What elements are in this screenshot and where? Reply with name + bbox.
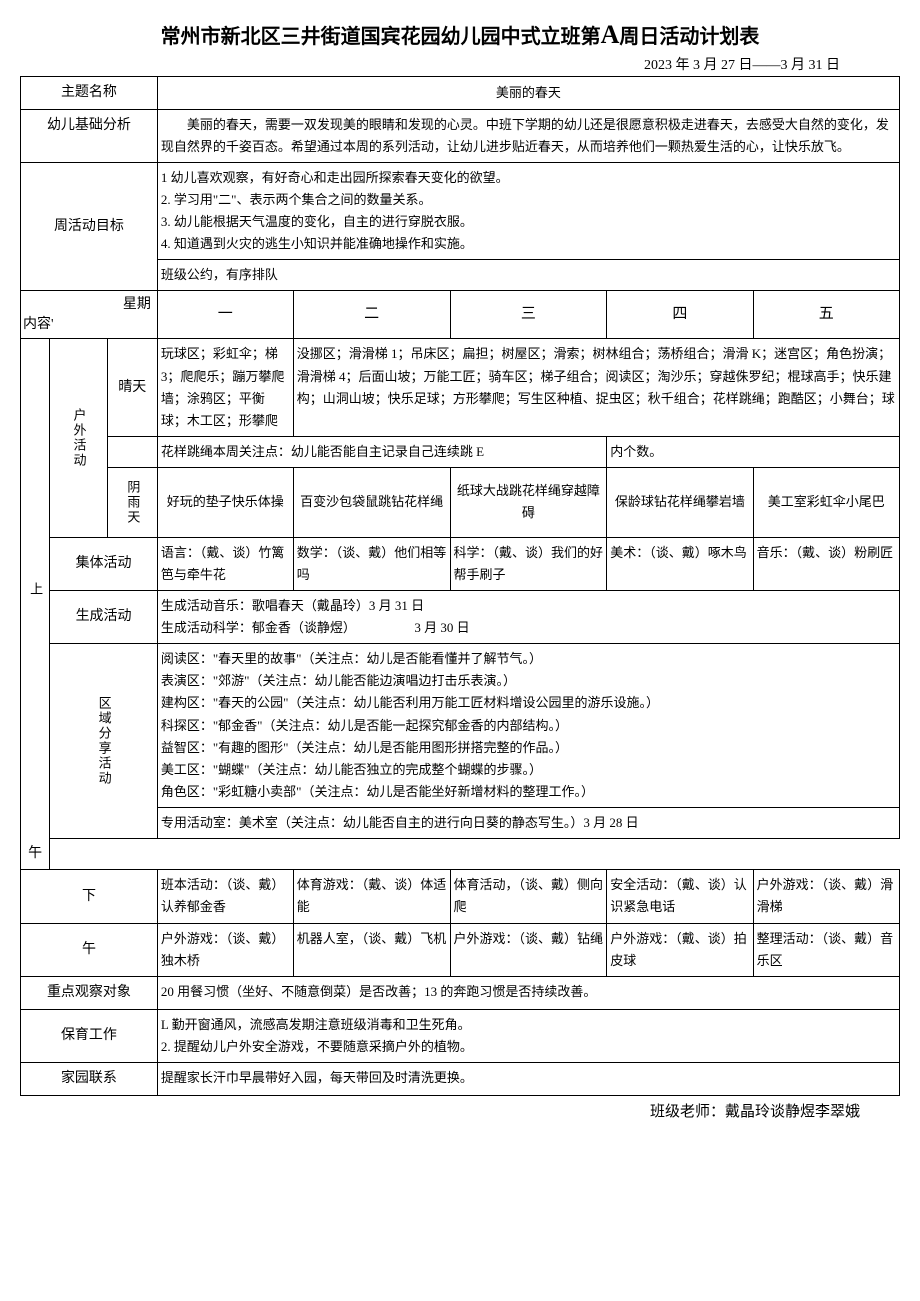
care-work-text: L 勤开窗通风，流感高发期注意班级消毒和卫生死角。 2. 提醒幼儿户外安全游戏，… xyxy=(157,1009,899,1062)
label-care-work: 保育工作 xyxy=(21,1009,158,1062)
plan-table: 主题名称 美丽的春天 幼儿基础分析 美丽的春天，需要一双发现美的眼睛和发现的心灵… xyxy=(20,76,900,839)
row-gen-activity: 生成活动 生成活动音乐：歌唱春天（戴晶玲）3 月 31 日 生成活动科学：郁金香… xyxy=(21,591,900,644)
label-sunny: 晴天 xyxy=(107,339,157,436)
label-area-share: 区域分享活动 xyxy=(50,644,158,839)
label-theme: 主题名称 xyxy=(21,77,158,110)
label-content: 内容' xyxy=(23,313,54,337)
rainy-d5: 美工室彩虹伞小尾巴 xyxy=(753,467,899,537)
label-gen-activity: 生成活动 xyxy=(50,591,158,644)
row-analysis: 幼儿基础分析 美丽的春天，需要一双发现美的眼睛和发现的心灵。中班下学期的幼儿还是… xyxy=(21,109,900,162)
label-pm2: 午 xyxy=(21,923,158,976)
label-weekday: 星期 xyxy=(123,293,151,317)
rainy-d4: 保龄球钻花样绳攀岩墙 xyxy=(607,467,753,537)
day-5: 五 xyxy=(753,291,899,339)
gen-line-1: 生成活动音乐：歌唱春天（戴晶玲）3 月 31 日 xyxy=(161,595,896,617)
row-group-activity: 集体活动 语言：（戴、谈）竹篱笆与牵牛花 数学：（谈、戴）他们相等吗 科学：（戴… xyxy=(21,537,900,590)
goals-text: 1 幼儿喜欢观察，有好奇心和走出园所探索春天变化的欲望。 2. 学习用"二"、表… xyxy=(157,162,899,259)
row-focus-obs: 重点观察对象 20 用餐习惯（坐好、不随意倒菜）是否改善；13 的奔跑习惯是否持… xyxy=(21,976,900,1009)
row-jump-note: 花样跳绳本周关注点：幼儿能否能自主记录自己连续跳 E 内个数。 xyxy=(21,436,900,467)
gen-line-2: 生成活动科学：郁金香（谈静煜） 3 月 30 日 xyxy=(161,617,896,639)
pm2-d1: 户外游戏：（谈、戴）独木桥 xyxy=(157,923,293,976)
row-pm2: 午 户外游戏：（谈、戴）独木桥 机器人室，（谈、戴）飞机 户外游戏：（谈、戴）钻… xyxy=(21,923,900,976)
area-share-text: 阅读区："春天里的故事"（关注点：幼儿是否能看懂并了解节气。） 表演区："郊游"… xyxy=(157,644,899,808)
pm2-d5: 整理活动：（谈、戴）音乐区 xyxy=(753,923,899,976)
goal-line-3: 3. 幼儿能根据天气温度的变化，自主的进行穿脱衣服。 xyxy=(161,211,896,233)
focus-obs-text: 20 用餐习惯（坐好、不随意倒菜）是否改善；13 的奔跑习惯是否持续改善。 xyxy=(157,976,899,1009)
analysis-text: 美丽的春天，需要一双发现美的眼睛和发现的心灵。中班下学期的幼儿还是很愿意积极走进… xyxy=(157,109,899,162)
pm1-d4: 安全活动：（戴、谈）认识紧急电话 xyxy=(607,870,753,923)
page-title: 常州市新北区三井街道国宾花园幼儿园中式立班第A周日活动计划表 xyxy=(20,20,900,50)
group-d1: 语言：（戴、谈）竹篱笆与牵牛花 xyxy=(157,537,293,590)
area-l7: 角色区："彩虹糖小卖部"（关注点：幼儿是否能坐好新增材料的整理工作。） xyxy=(161,781,896,803)
care-l2: 2. 提醒幼儿户外安全游戏，不要随意采摘户外的植物。 xyxy=(161,1036,896,1058)
pm1-d5: 户外游戏：（谈、戴）滑滑梯 xyxy=(753,870,899,923)
group-d2: 数学：（谈、戴）他们相等吗 xyxy=(293,537,450,590)
goal-line-2: 2. 学习用"二"、表示两个集合之间的数量关系。 xyxy=(161,189,896,211)
rainy-d2: 百变沙包袋鼠跳钻花样绳 xyxy=(293,467,450,537)
row-rainy: 阴雨天 好玩的垫子快乐体操 百变沙包袋鼠跳钻花样绳 纸球大战跳花样绳穿越障碍 保… xyxy=(21,467,900,537)
pm2-d3: 户外游戏：（谈、戴）钻绳 xyxy=(450,923,607,976)
empty-cell xyxy=(107,436,157,467)
row-pm1: 下 班本活动：（谈、戴）认养郁金香 体育游戏：（戴、谈）体适能 体育活动，（谈、… xyxy=(21,870,900,923)
label-noon: 午 xyxy=(21,838,50,870)
area-l5: 益智区："有趣的图形"（关注点：幼儿是否能用图形拼搭完整的作品。） xyxy=(161,737,896,759)
row-day-header: 星期 内容' 一 二 三 四 五 xyxy=(21,291,900,339)
pm1-d3: 体育活动，（谈、戴）侧向爬 xyxy=(450,870,607,923)
label-analysis: 幼儿基础分析 xyxy=(21,109,158,162)
title-prefix: 常州市新北区三井街道国宾花园幼儿园中式立班第 xyxy=(161,26,601,48)
day-3: 三 xyxy=(450,291,607,339)
group-d4: 美术：（谈、戴）啄木鸟 xyxy=(607,537,753,590)
label-content-day: 星期 内容' xyxy=(21,291,158,339)
jump-note-left: 花样跳绳本周关注点：幼儿能否能自主记录自己连续跳 E xyxy=(157,436,606,467)
label-rainy: 阴雨天 xyxy=(107,467,157,537)
home-contact-text: 提醒家长汗巾早晨带好入园，每天带回及时清洗更换。 xyxy=(157,1062,899,1095)
row-goals: 周活动目标 1 幼儿喜欢观察，有好奇心和走出园所探索春天变化的欲望。 2. 学习… xyxy=(21,162,900,259)
pm1-d2: 体育游戏：（戴、谈）体适能 xyxy=(293,870,450,923)
pm2-d2: 机器人室，（谈、戴）飞机 xyxy=(293,923,450,976)
row-care-work: 保育工作 L 勤开窗通风，流感高发期注意班级消毒和卫生死角。 2. 提醒幼儿户外… xyxy=(21,1009,900,1062)
care-l1: L 勤开窗通风，流感高发期注意班级消毒和卫生死角。 xyxy=(161,1014,896,1036)
label-pm1: 下 xyxy=(21,870,158,923)
rainy-d1: 好玩的垫子快乐体操 xyxy=(157,467,293,537)
title-suffix: 周日活动计划表 xyxy=(619,26,759,48)
area-l4: 科探区："郁金香"（关注点：幼儿是否能一起探究郁金香的内部结构。） xyxy=(161,715,896,737)
pm1-d1: 班本活动：（谈、戴）认养郁金香 xyxy=(157,870,293,923)
footer-teachers: 班级老师：戴晶玲谈静煜李翠娥 xyxy=(20,1100,900,1121)
row-theme: 主题名称 美丽的春天 xyxy=(21,77,900,110)
date-range: 2023 年 3 月 27 日——3 月 31 日 xyxy=(20,54,900,74)
row-sunny: 上 户外活动 晴天 玩球区；彩虹伞；梯 3；爬爬乐；蹦万攀爬墙；涂鸦区；平衡球；… xyxy=(21,339,900,436)
area-l3: 建构区："春天的公园"（关注点：幼儿能否利用万能工匠材料增设公园里的游乐设施。） xyxy=(161,692,896,714)
label-home-contact: 家园联系 xyxy=(21,1062,158,1095)
label-focus-obs: 重点观察对象 xyxy=(21,976,158,1009)
group-d5: 音乐：（戴、谈）粉刷匠 xyxy=(753,537,899,590)
plan-table-pm: 下 班本活动：（谈、戴）认养郁金香 体育游戏：（戴、谈）体适能 体育活动，（谈、… xyxy=(20,869,900,1095)
day-1: 一 xyxy=(157,291,293,339)
pm2-d4: 户外游戏：（戴、谈）拍皮球 xyxy=(607,923,753,976)
group-d3: 科学：（戴、谈）我们的好帮手刷子 xyxy=(450,537,607,590)
jump-note-right: 内个数。 xyxy=(607,436,900,467)
day-2: 二 xyxy=(293,291,450,339)
rainy-d3: 纸球大战跳花样绳穿越障碍 xyxy=(450,467,607,537)
area-l2: 表演区："郊游"（关注点：幼儿能否能边演唱边打击乐表演。） xyxy=(161,670,896,692)
day-4: 四 xyxy=(607,291,753,339)
label-group-activity: 集体活动 xyxy=(50,537,158,590)
goal-line-5: 班级公约，有序排队 xyxy=(157,260,899,291)
theme-value: 美丽的春天 xyxy=(157,77,899,110)
area-l8: 专用活动室：美术室（关注点：幼儿能否自主的进行向日葵的静态写生。）3 月 28 … xyxy=(157,807,899,838)
sunny-merged: 没挪区；滑滑梯 1；吊床区；扁担；树屋区；滑索；树林组合；荡桥组合；滑滑 K；迷… xyxy=(293,339,899,436)
row-home-contact: 家园联系 提醒家长汗巾早晨带好入园，每天带回及时清洗更换。 xyxy=(21,1062,900,1095)
goal-line-1: 1 幼儿喜欢观察，有好奇心和走出园所探索春天变化的欲望。 xyxy=(161,167,896,189)
area-l1: 阅读区："春天里的故事"（关注点：幼儿是否能看懂并了解节气。） xyxy=(161,648,896,670)
gen-activity-text: 生成活动音乐：歌唱春天（戴晶玲）3 月 31 日 生成活动科学：郁金香（谈静煜）… xyxy=(157,591,899,644)
row-noon-label: 区域分享活动 阅读区："春天里的故事"（关注点：幼儿是否能看懂并了解节气。） 表… xyxy=(21,644,900,808)
label-goals: 周活动目标 xyxy=(21,162,158,290)
sunny-col1: 玩球区；彩虹伞；梯 3；爬爬乐；蹦万攀爬墙；涂鸦区；平衡球；木工区；形攀爬 xyxy=(157,339,293,436)
label-am: 上 xyxy=(21,339,50,839)
label-outdoor: 户外活动 xyxy=(50,339,107,537)
title-letter: A xyxy=(601,20,620,49)
goal-line-4: 4. 知道遇到火灾的逃生小知识并能准确地操作和实施。 xyxy=(161,233,896,255)
area-l6: 美工区："蝴蝶"（关注点：幼儿能否独立的完成整个蝴蝶的步骤。） xyxy=(161,759,896,781)
plan-table-lower: 午 xyxy=(20,838,900,871)
row-noon-cell: 午 xyxy=(21,838,901,870)
